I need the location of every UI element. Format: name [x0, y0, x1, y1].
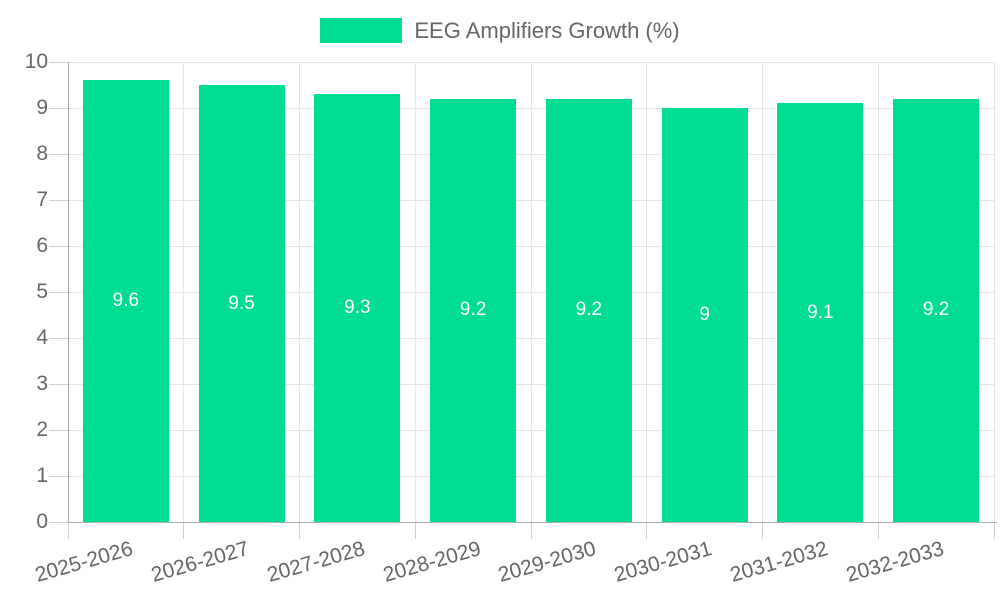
x-tick	[762, 522, 763, 539]
bar-value-label: 9.6	[112, 290, 140, 312]
x-gridline	[414, 62, 416, 522]
bar-value-label: 9.5	[228, 292, 255, 314]
y-tick	[49, 153, 68, 155]
bar-value-label: 9.3	[344, 297, 371, 319]
bar[interactable]	[777, 103, 864, 522]
x-gridline	[646, 62, 648, 522]
y-tick	[49, 429, 68, 431]
y-tick	[49, 291, 68, 293]
bar[interactable]	[545, 98, 632, 522]
bar-value-label: 9.2	[922, 299, 950, 321]
x-tick	[530, 522, 532, 539]
y-tick	[49, 475, 68, 477]
y-tick-label: 5	[36, 280, 48, 303]
y-tick-label: 1	[36, 464, 48, 487]
x-tick	[67, 522, 69, 539]
y-tick	[49, 521, 68, 523]
legend-label: EEG Amplifiers Growth (%)	[414, 18, 680, 43]
x-gridline	[993, 62, 995, 522]
x-tick-label: 2031-2032	[727, 537, 831, 587]
x-axis-line	[68, 521, 997, 523]
bar[interactable]	[82, 80, 169, 522]
bar[interactable]	[198, 85, 285, 522]
x-gridline	[183, 62, 185, 522]
y-tick	[49, 337, 68, 339]
y-tick-label: 9	[36, 96, 48, 119]
x-tick-label: 2030-2031	[611, 537, 715, 587]
x-tick-label: 2029-2030	[496, 537, 599, 587]
bar-value-label: 9.2	[575, 299, 603, 321]
x-tick	[646, 522, 648, 539]
x-tick	[993, 522, 995, 539]
y-tick-label: 4	[36, 326, 48, 349]
bar[interactable]	[661, 108, 748, 522]
y-tick	[49, 107, 68, 109]
x-gridline	[530, 62, 532, 522]
y-tick	[49, 199, 68, 201]
bar-value-label: 9.2	[459, 299, 487, 321]
bar[interactable]	[893, 98, 980, 522]
x-tick-label: 2027-2028	[264, 537, 368, 587]
y-tick-label: 3	[36, 372, 48, 395]
y-tick-label: 6	[36, 234, 48, 257]
legend-swatch-icon	[320, 18, 403, 43]
x-tick	[414, 522, 416, 539]
x-gridline	[762, 62, 763, 522]
x-tick-label: 2028-2029	[380, 537, 484, 587]
y-axis-line	[67, 62, 69, 522]
x-tick-label: 2032-2033	[843, 537, 947, 587]
x-tick-label: 2026-2027	[148, 537, 252, 587]
y-tick	[49, 383, 68, 385]
bar-value-label: 9.1	[807, 301, 834, 323]
bar[interactable]	[430, 98, 517, 522]
x-tick	[877, 522, 879, 539]
x-gridline	[299, 62, 300, 522]
x-tick	[183, 522, 185, 539]
x-gridline	[877, 62, 879, 522]
x-tick	[299, 522, 300, 539]
y-tick-label: 7	[36, 188, 48, 211]
x-tick-label: 2025-2026	[33, 537, 136, 587]
legend[interactable]: EEG Amplifiers Growth (%)	[0, 18, 1000, 43]
y-tick-label: 8	[36, 142, 48, 165]
y-tick-label: 2	[36, 418, 48, 441]
bar-value-label: 9	[699, 304, 710, 325]
y-tick-label: 0	[36, 510, 48, 533]
y-tick	[49, 245, 68, 247]
y-tick	[49, 61, 68, 63]
bar[interactable]	[314, 94, 401, 522]
y-tick-label: 10	[24, 50, 48, 73]
